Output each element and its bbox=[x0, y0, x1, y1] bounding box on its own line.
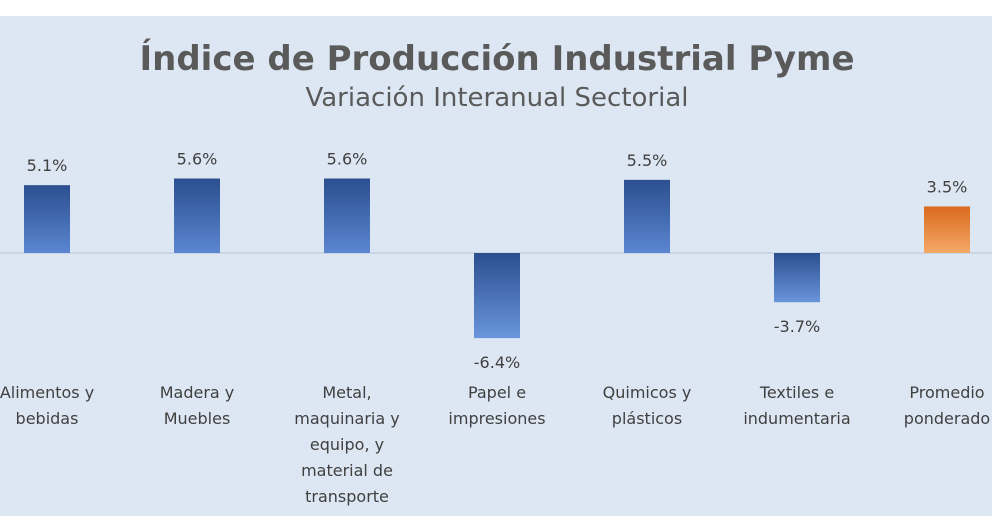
data-label-0: 5.1% bbox=[27, 156, 68, 175]
bar-4 bbox=[624, 179, 670, 253]
category-label-6-0: Promedio bbox=[909, 383, 984, 402]
category-label-0-0: Alimentos y bbox=[0, 383, 94, 402]
chart-title: Índice de Producción Industrial Pyme bbox=[139, 38, 854, 79]
data-labels-group: 5.1% 5.6% 5.6% -6.4% 5.5% -3.7% 3.5% bbox=[27, 150, 968, 373]
category-label-4-1: plásticos bbox=[612, 409, 682, 428]
category-label-1-1: Muebles bbox=[164, 409, 231, 428]
category-label-3-0: Papel e bbox=[468, 383, 526, 402]
category-label-4-0: Quimicos y bbox=[603, 383, 692, 402]
bar-2 bbox=[324, 178, 370, 253]
bar-1 bbox=[174, 178, 220, 253]
data-label-6: 3.5% bbox=[927, 177, 968, 196]
chart-subtitle: Variación Interanual Sectorial bbox=[305, 83, 688, 113]
bar-3 bbox=[474, 253, 520, 339]
category-label-2-2: equipo, y bbox=[310, 435, 384, 454]
bar-0 bbox=[24, 185, 70, 253]
data-label-5: -3.7% bbox=[774, 317, 820, 336]
category-label-0-1: bebidas bbox=[16, 409, 79, 428]
category-label-5-1: indumentaria bbox=[743, 409, 850, 428]
bar-5 bbox=[774, 253, 820, 303]
category-label-6-1: ponderado bbox=[904, 409, 990, 428]
category-label-2-0: Metal, bbox=[322, 383, 371, 402]
category-label-2-3: material de bbox=[301, 461, 393, 480]
category-label-5-0: Textiles e bbox=[759, 383, 834, 402]
bar-6 bbox=[924, 206, 970, 253]
category-label-2-1: maquinaria y bbox=[294, 409, 399, 428]
data-label-4: 5.5% bbox=[627, 151, 668, 170]
category-label-1-0: Madera y bbox=[160, 383, 235, 402]
category-label-3-1: impresiones bbox=[448, 409, 545, 428]
category-labels-group: Alimentos y bebidas Madera y Muebles Metal, m… bbox=[0, 383, 990, 506]
category-label-2-4: transporte bbox=[305, 487, 389, 506]
data-label-2: 5.6% bbox=[327, 150, 368, 169]
data-label-3: -6.4% bbox=[474, 353, 520, 372]
bars-group bbox=[24, 178, 970, 339]
data-label-1: 5.6% bbox=[177, 150, 218, 169]
